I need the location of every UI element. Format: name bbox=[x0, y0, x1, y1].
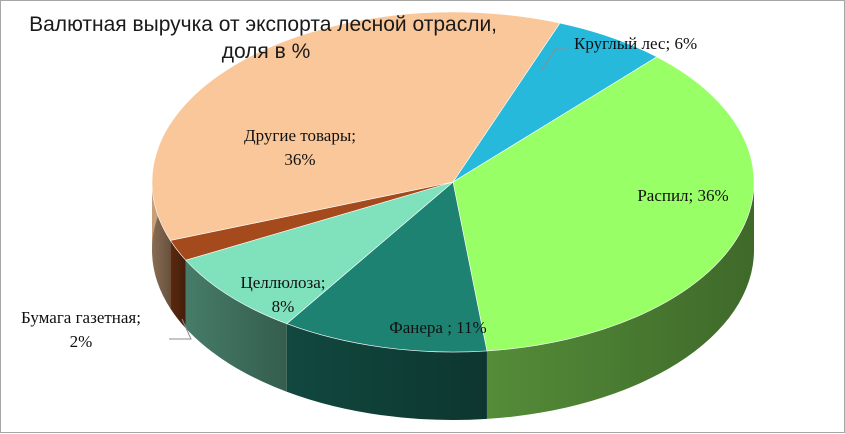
slice-1-label-line: Круглый лес; 6% bbox=[574, 34, 697, 53]
slice-5-label-line: Бумага газетная; bbox=[21, 308, 141, 327]
slice-6-label-line: Другие товары; bbox=[244, 126, 356, 145]
slice-3-wedge bbox=[286, 181, 488, 353]
slice-4-label: Целлюлоза; 8% bbox=[240, 273, 325, 316]
chart-title: Валютная выручка от экспорта лесной отра… bbox=[29, 13, 503, 63]
slice-2-label: Распил; 36% bbox=[637, 186, 728, 205]
slice-1-leader-line bbox=[540, 47, 567, 72]
slice-4-label-line: Целлюлоза; bbox=[240, 273, 325, 292]
chart-title-line-1: Валютная выручка от экспорта лесной отра… bbox=[29, 13, 497, 36]
slice-2-wedge bbox=[452, 56, 755, 352]
slice-3-label: Фанера ; 11% bbox=[389, 318, 486, 337]
slice-1-label: Круглый лес; 6% bbox=[574, 34, 697, 53]
slice-5-label: Бумага газетная; 2% bbox=[21, 308, 141, 351]
slice-3-side-shade bbox=[286, 323, 487, 420]
slice-2-side-shade bbox=[486, 182, 754, 419]
slice-5-label-line: 2% bbox=[70, 332, 93, 351]
slice-4-wedge bbox=[185, 181, 454, 325]
slice-3-label-line: Фанера ; 11% bbox=[389, 318, 486, 337]
slice-6-wedge bbox=[151, 11, 561, 241]
slice-6-label-line: 36% bbox=[284, 150, 315, 169]
slice-4-side-shade bbox=[185, 260, 287, 392]
slice-4-label-line: 8% bbox=[272, 297, 295, 316]
slice-5-leader-line bbox=[169, 318, 192, 340]
slice-2-label-line: Распил; 36% bbox=[637, 186, 728, 205]
slice-5-side-shade bbox=[170, 240, 186, 329]
chart-title-line-2: доля в % bbox=[222, 40, 311, 63]
slice-6-label: Другие товары; 36% bbox=[244, 126, 356, 169]
